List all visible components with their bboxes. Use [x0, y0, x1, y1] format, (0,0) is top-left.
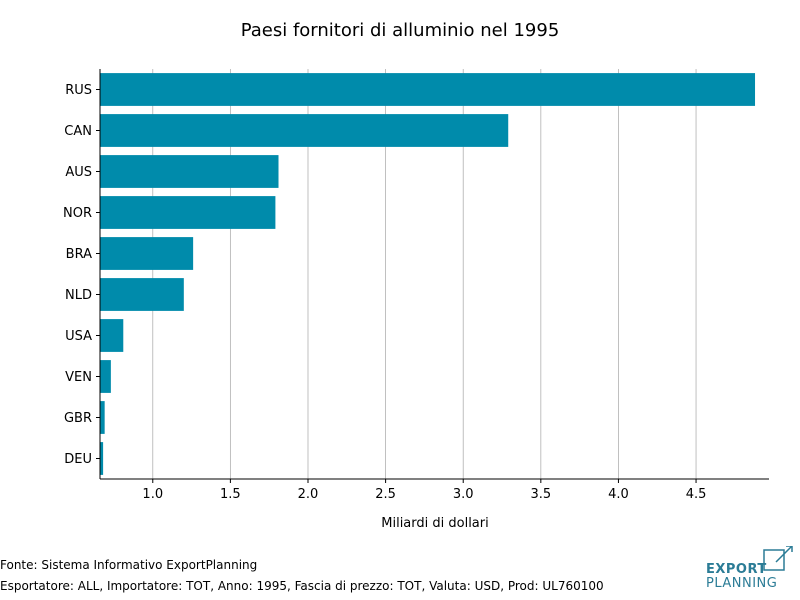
x-tick-label: 2.0: [298, 487, 319, 502]
bar: [100, 114, 509, 147]
y-tick-label: USA: [65, 329, 92, 344]
bar: [100, 73, 756, 106]
y-tick-label: NOR: [63, 206, 92, 221]
bar: [100, 401, 105, 434]
exportplanning-logo: EXPORT PLANNING: [706, 546, 796, 592]
logo-mark-icon: [763, 546, 793, 571]
bar: [100, 196, 276, 229]
bar: [100, 155, 279, 188]
logo-word-export: EXPORT: [706, 562, 767, 577]
logo-word-planning: PLANNING: [706, 576, 778, 591]
y-tick-label: GBR: [64, 411, 92, 426]
bar: [100, 319, 124, 352]
y-tick-label: BRA: [66, 247, 92, 262]
y-tick-label: NLD: [65, 288, 92, 303]
x-tick-label: 3.0: [453, 487, 474, 502]
chart-title: Paesi fornitori di alluminio nel 1995: [240, 20, 560, 41]
x-tick-label: 3.5: [530, 487, 551, 502]
y-tick-label: VEN: [65, 370, 92, 385]
x-tick-label: 4.5: [686, 487, 707, 502]
y-tick-label: CAN: [64, 124, 92, 139]
y-tick-label: DEU: [64, 452, 92, 467]
x-tick-label: 1.0: [142, 487, 163, 502]
bar: [100, 278, 184, 311]
x-tick-label: 2.5: [375, 487, 396, 502]
bar: [100, 360, 111, 393]
source-note: Fonte: Sistema Informativo ExportPlannin…: [0, 558, 258, 572]
bar: [100, 237, 194, 270]
x-axis-label: Miliardi di dollari: [381, 516, 489, 531]
details-note: Esportatore: ALL, Importatore: TOT, Anno…: [0, 579, 604, 593]
y-tick-label: RUS: [65, 83, 92, 98]
y-tick-label: AUS: [65, 165, 92, 180]
x-tick-label: 1.5: [220, 487, 241, 502]
bar: [100, 442, 104, 475]
x-tick-label: 4.0: [608, 487, 629, 502]
